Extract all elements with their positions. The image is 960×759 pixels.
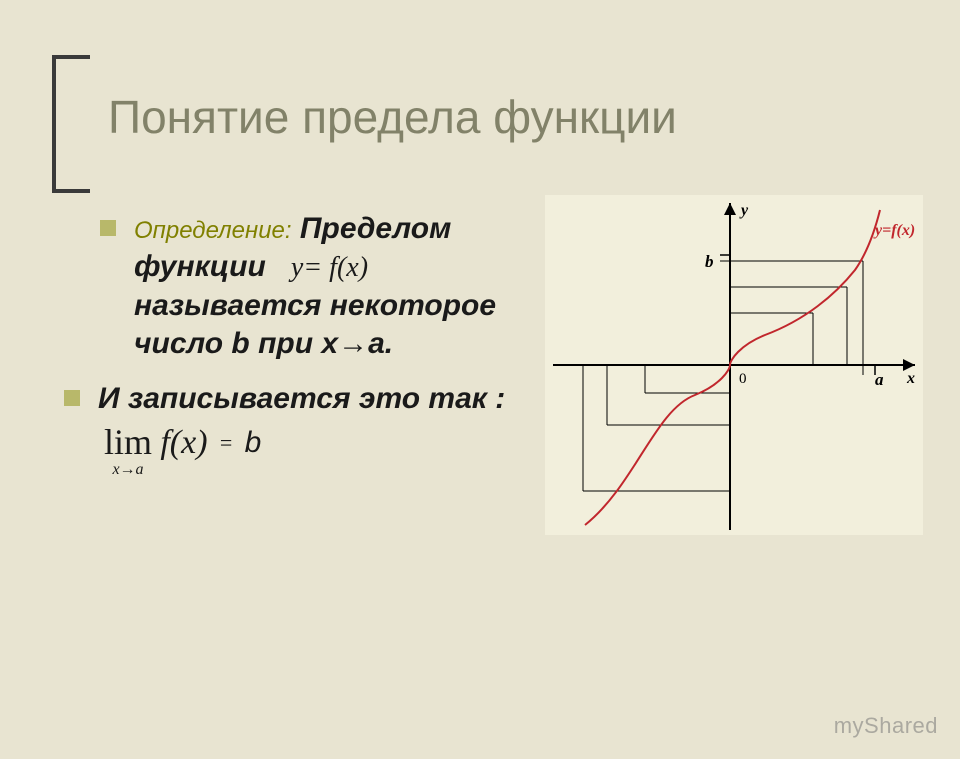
- lim-word: lim: [104, 424, 152, 460]
- bullet-icon: [100, 220, 116, 236]
- svg-text:a: a: [875, 370, 884, 389]
- lim-eq: =: [220, 429, 232, 457]
- watermark: myShared: [834, 713, 938, 739]
- svg-text:0: 0: [739, 371, 747, 387]
- lim-fx: f(x): [160, 421, 207, 465]
- svg-text:y: y: [739, 202, 749, 219]
- svg-text:x: x: [906, 370, 915, 387]
- svg-text:y=f(x): y=f(x): [873, 222, 915, 239]
- definition-text: Определение: Пределом функции y= f(x) на…: [134, 210, 525, 364]
- function-notation: y= f(x): [291, 252, 368, 283]
- title-bracket: [52, 55, 90, 193]
- bullet-item-1: Определение: Пределом функции y= f(x) на…: [100, 210, 525, 364]
- content-area: Определение: Пределом функции y= f(x) на…: [100, 210, 525, 488]
- lim-subscript: x→a: [104, 462, 152, 478]
- notation-text: И записывается это так : lim x→a f(x) = …: [98, 380, 525, 472]
- limit-formula: lim x→a f(x) = b: [104, 424, 261, 478]
- graph-svg: y x 0 b a y=f(x): [545, 195, 923, 535]
- bullet-item-2: И записывается это так : lim x→a f(x) = …: [100, 380, 525, 472]
- lim-result: b: [245, 424, 262, 462]
- def-strong-2: называется некоторое число b при х→а.: [134, 289, 496, 360]
- lim-block: lim x→a: [104, 424, 152, 478]
- bullet-icon: [64, 390, 80, 406]
- page-title: Понятие предела функции: [108, 90, 677, 144]
- notation-label: И записывается это так :: [98, 382, 505, 415]
- limit-graph: y x 0 b a y=f(x): [545, 195, 923, 535]
- svg-text:b: b: [705, 252, 714, 271]
- definition-label: Определение:: [134, 217, 292, 244]
